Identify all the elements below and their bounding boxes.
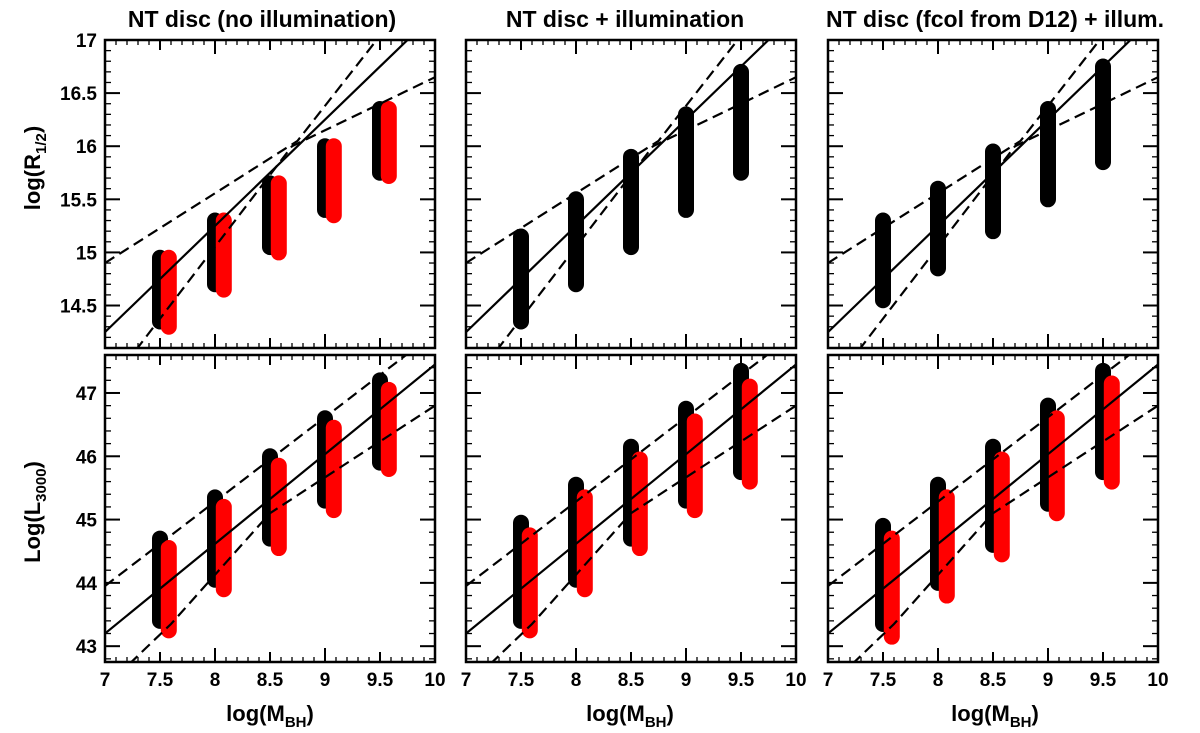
- column-title-3: NT disc (fcol from D12) + illum.: [826, 6, 1164, 32]
- upper-band-line: [466, 40, 740, 264]
- x-tick-label: 9.5: [1090, 670, 1117, 691]
- column-title-1: NT disc (no illumination): [128, 6, 396, 32]
- upper-band-line: [466, 355, 769, 587]
- x-tick-label: 9: [681, 670, 692, 691]
- x-tick-label: 9.5: [728, 670, 755, 691]
- plot-area: [466, 355, 796, 662]
- lower-band-line: [136, 76, 435, 348]
- x-tick-label: 9.5: [367, 670, 394, 691]
- x-tick-label: 7.5: [147, 670, 174, 691]
- y-axis-title-top: log(R1/2): [20, 126, 50, 210]
- fit-line: [828, 40, 1133, 333]
- plot-area: [105, 355, 435, 662]
- x-tick-label: 8.5: [980, 670, 1007, 691]
- y-tick-label: 15.5: [60, 190, 97, 211]
- y-tick-label: 14.5: [60, 297, 97, 318]
- upper-band-line: [105, 40, 379, 264]
- plot-area: [828, 40, 1158, 348]
- y-tick-label: 16.5: [60, 84, 97, 105]
- y-tick-label: 45: [76, 511, 98, 532]
- x-tick-label: 8.5: [618, 670, 645, 691]
- x-axis-title-2: log(MBH): [586, 701, 674, 731]
- x-tick-label: 9: [320, 670, 331, 691]
- plot-area: [105, 40, 435, 348]
- y-tick-label: 16: [76, 137, 97, 158]
- x-tick-label: 7.5: [870, 670, 897, 691]
- x-tick-label: 8.5: [257, 670, 284, 691]
- y-tick-label: 44: [76, 574, 98, 595]
- x-axis-title-1: log(MBH): [226, 701, 314, 731]
- panels: 14.5 15 15.5 16 16.5 17 43 44 45 46 47 7 7.5 8 8.5 9 9.5…: [60, 31, 1169, 691]
- y-tick-label: 47: [76, 384, 97, 405]
- plot-area: [828, 355, 1158, 662]
- y-tick-label: 46: [76, 447, 97, 468]
- panel-bottom-middle: 7 7.5 8 8.5 9 9.5 10: [461, 353, 807, 691]
- fit-line: [828, 363, 1158, 635]
- x-tick-label: 10: [785, 670, 806, 691]
- x-tick-label: 8: [933, 670, 944, 691]
- upper-band-line: [105, 355, 408, 587]
- y-axis-title-bottom: Log(L3000): [20, 461, 50, 563]
- panel-bottom-left: 43 44 45 46 47 7 7.5 8 8.5 9 9.5 10: [76, 353, 446, 691]
- x-axis-title-3: log(MBH): [951, 701, 1039, 731]
- x-tick-label: 7: [823, 670, 834, 691]
- fit-line: [466, 40, 771, 333]
- x-tick-label: 10: [1147, 670, 1168, 691]
- lower-band-line: [497, 76, 796, 348]
- panel-top-right: [826, 38, 1160, 350]
- x-tick-label: 10: [424, 670, 445, 691]
- upper-band-line: [828, 40, 1102, 264]
- fit-line: [466, 363, 796, 635]
- x-tick-label: 7: [100, 670, 111, 691]
- y-tick-label: 15: [76, 243, 98, 264]
- fit-line: [105, 40, 410, 333]
- x-tick-label: 7: [461, 670, 472, 691]
- lower-band-line: [859, 76, 1158, 348]
- x-tick-label: 9: [1043, 670, 1054, 691]
- fit-line: [105, 363, 435, 635]
- y-tick-label: 43: [76, 637, 97, 658]
- plot-area: [466, 40, 796, 348]
- x-tick-label: 8: [210, 670, 221, 691]
- upper-band-line: [828, 355, 1131, 587]
- panel-top-left: 14.5 15 15.5 16 16.5 17: [60, 31, 437, 350]
- y-tick-label: 17: [76, 31, 97, 52]
- x-tick-label: 7.5: [508, 670, 535, 691]
- panel-bottom-right: 7 7.5 8 8.5 9 9.5 10: [823, 353, 1169, 691]
- x-tick-label: 8: [571, 670, 582, 691]
- panel-top-middle: [464, 38, 798, 350]
- column-title-2: NT disc + illumination: [506, 6, 744, 32]
